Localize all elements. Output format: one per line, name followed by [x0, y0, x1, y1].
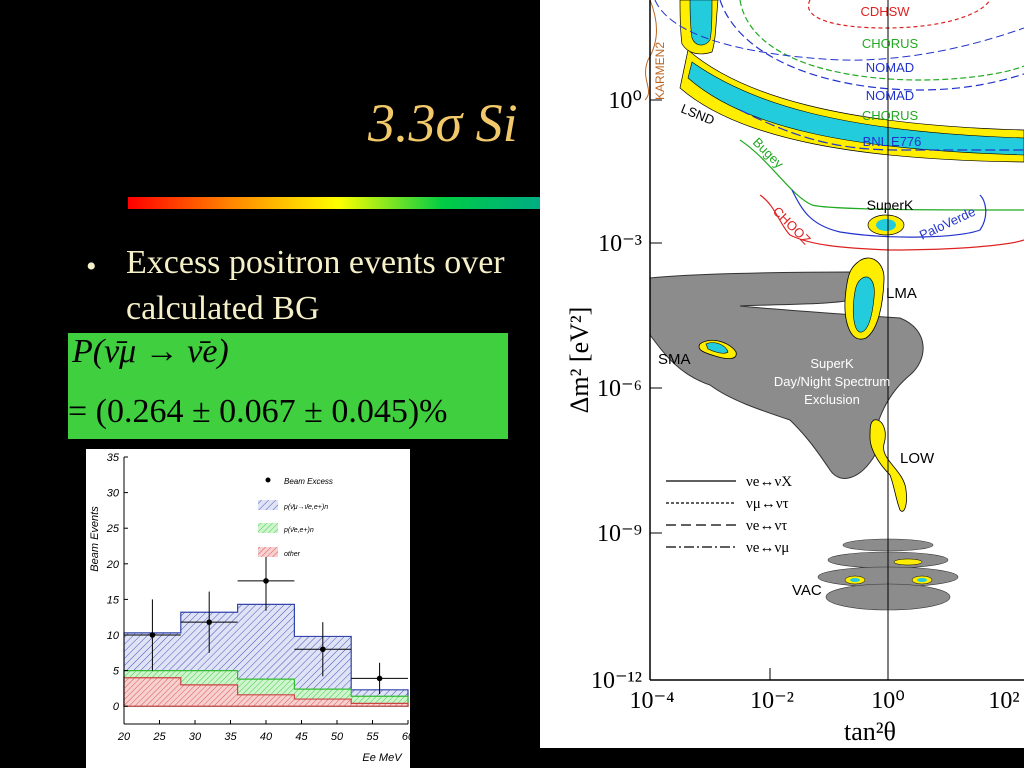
legend-label-0: νe↔νX: [746, 474, 792, 490]
label-chorus-2: CHORUS: [862, 108, 919, 123]
label-chooz: CHOOZ: [770, 204, 814, 248]
osc-x-ticks: [769, 668, 889, 680]
hist-xtick-label: 40: [260, 731, 273, 743]
nomad-curve: [719, 0, 1024, 91]
osc-ytick-label-4: 10⁻¹²: [591, 668, 642, 694]
hist-data-point: [351, 662, 408, 695]
chorus-curve: [739, 0, 1024, 81]
hist-ytick-label: 25: [106, 523, 120, 535]
legend-label-1: νμ↔ντ: [746, 496, 789, 512]
hist-ytick-label: 30: [107, 488, 120, 500]
nomad-curve-2: [654, 0, 1024, 61]
osc-y-ticks: [650, 99, 662, 534]
hist-data-point: [124, 599, 181, 671]
hist-xtick-label: 55: [366, 731, 379, 743]
bullet-marker: •: [86, 250, 97, 283]
hist-ytick-label: 5: [113, 666, 120, 678]
bugey-curve: [739, 139, 1024, 211]
hist-data-point: [237, 550, 295, 611]
hist-ytick-label: 35: [107, 452, 120, 464]
osc-ytick-label-0: 10⁰: [608, 88, 642, 114]
lma-cyan-region: [852, 276, 875, 333]
hist-ytick-label: 0: [113, 701, 120, 713]
formula-value: = (0.264 ± 0.067 ± 0.045)%: [68, 393, 448, 430]
hist-xtick-label: 60: [402, 731, 410, 743]
hist-ytick-label: 15: [107, 594, 120, 606]
hist-ytick-label: 20: [106, 559, 120, 571]
legend-label-excess: Beam Excess: [284, 477, 333, 486]
lsnd-top-cyan: [689, 0, 713, 46]
hist-xtick-label: 35: [224, 731, 237, 743]
hist-other-area: [123, 677, 409, 707]
hist-ytick-label: 10: [107, 630, 120, 642]
osc-ytick-label-3: 10⁻⁹: [597, 521, 642, 547]
osc-xlabel: tan²θ: [844, 717, 896, 746]
hist-legend: Beam Excess p(ν̄μ→ν̄e,e+)n p(ν̄e,e+)n ot…: [258, 477, 333, 558]
formula-box: P(ν̄μ → ν̄e) = (0.264 ± 0.067 ± 0.045)%: [68, 333, 508, 439]
hist-data-point: [294, 622, 352, 677]
hist-xtick-label: 20: [117, 731, 131, 743]
energy-histogram: 0 5 10 15 20 25 30 35 20 25 30 35 40 45 50 55 60 Beam E…: [86, 449, 410, 768]
label-nomad-2: NOMAD: [866, 88, 914, 103]
label-sma: SMA: [658, 351, 691, 368]
label-bnl: BNL E776: [863, 134, 922, 149]
slide-title: 3.3σ Si: [368, 93, 518, 153]
legend-label-3: νe↔νμ: [746, 540, 789, 556]
label-vac: VAC: [792, 582, 822, 599]
hist-xtick-label: 30: [189, 731, 202, 743]
label-low: LOW: [900, 450, 935, 467]
legend-swatch-other: [258, 547, 278, 557]
osc-legend: νe↔νX νμ↔ντ νe↔ντ νe↔νμ: [666, 474, 792, 556]
title-divider: [128, 197, 548, 209]
legend-swatch-ve: [258, 523, 278, 533]
bullet-text: Excess positron events over calculated B…: [126, 244, 505, 327]
label-superk: SuperK: [867, 197, 914, 213]
label-superk-dn-2: Day/Night Spectrum: [774, 374, 890, 389]
osc-xtick-label-3: 10²: [988, 688, 1019, 714]
histogram-bars: [123, 603, 409, 707]
sma-cyan-region: [705, 342, 729, 354]
label-superk-dn-3: Exclusion: [804, 392, 860, 407]
legend-label-2: νe↔ντ: [746, 518, 787, 534]
label-chorus: CHORUS: [862, 36, 919, 51]
formula-probability: P(ν̄μ → ν̄e): [72, 333, 229, 370]
legend-marker-excess: [265, 477, 271, 483]
label-cdhsw: CDHSW: [860, 4, 910, 19]
hist-ylabel: Beam Events: [89, 506, 101, 572]
cdhsw-curve: [807, 0, 991, 29]
label-nomad: NOMAD: [866, 60, 914, 75]
osc-xtick-label-1: 10⁻²: [750, 688, 794, 714]
hist-y-ticks: 0 5 10 15 20 25 30 35: [106, 452, 128, 713]
oscillation-exclusion-plot: 10⁰ 10⁻³ 10⁻⁶ 10⁻⁹ 10⁻¹² 10⁻⁴ 10⁻² 10⁰ 1…: [540, 0, 1024, 748]
osc-xtick-label-0: 10⁻⁴: [629, 688, 674, 714]
hist-data-point: [180, 591, 238, 653]
superk-cyan-island: [876, 219, 896, 231]
label-lma: LMA: [886, 285, 917, 302]
osc-ylabel: Δm² [eV²]: [565, 307, 594, 414]
hist-xtick-label: 25: [152, 731, 166, 743]
osc-xtick-label-2: 10⁰: [871, 688, 905, 714]
chooz-curve: [759, 194, 1024, 251]
legend-label-ve: p(ν̄e,e+)n: [283, 527, 314, 534]
paloverde-curve: [791, 189, 987, 238]
osc-ytick-label-1: 10⁻³: [598, 231, 642, 257]
legend-swatch-signal: [258, 500, 278, 510]
legend-label-signal: p(ν̄μ→ν̄e,e+)n: [283, 504, 328, 511]
legend-label-other: other: [284, 551, 301, 558]
hist-x-ticks: 20 25 30 35 40 45 50 55 60: [117, 720, 410, 743]
hist-xtick-label: 45: [295, 731, 308, 743]
osc-ytick-label-2: 10⁻⁶: [597, 376, 642, 402]
hist-xlabel: Ee MeV: [362, 752, 403, 764]
histogram-data-points: [124, 550, 408, 695]
label-karmen: KARMEN2: [653, 42, 667, 100]
label-superk-dn-1: SuperK: [810, 356, 854, 371]
karmen-curve: [644, 0, 657, 101]
hist-xtick-label: 50: [331, 731, 344, 743]
